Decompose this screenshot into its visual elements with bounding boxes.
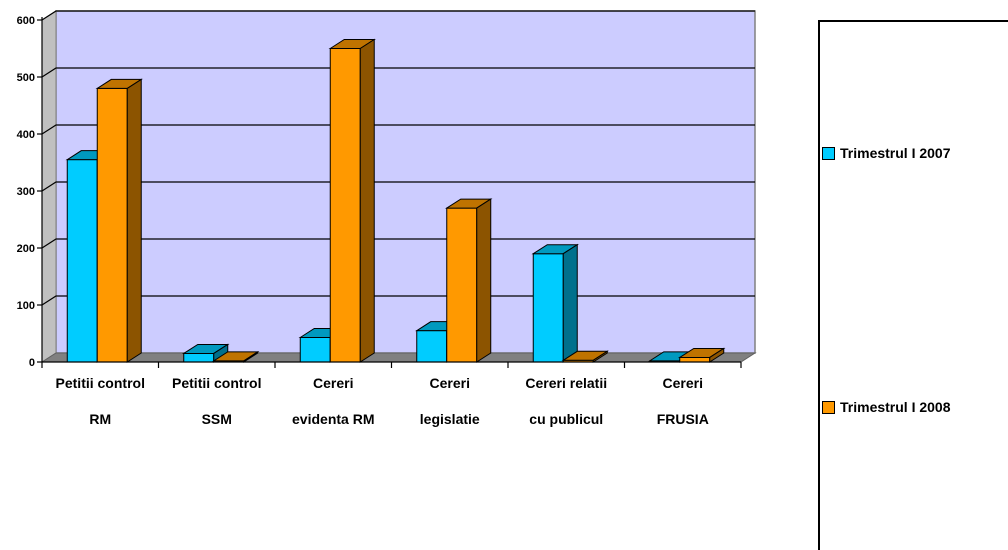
y-tick-label: 400 bbox=[17, 129, 35, 141]
x-tick-label: evidenta RM bbox=[292, 411, 374, 427]
legend-label-2007: Trimestrul I 2007 bbox=[840, 145, 951, 161]
gridline bbox=[41, 181, 755, 192]
y-tick-label: 600 bbox=[17, 15, 35, 27]
bar-1-0 bbox=[182, 343, 230, 363]
bar-front bbox=[66, 159, 98, 363]
bar-front bbox=[96, 87, 128, 363]
x-tick-label: cu publicul bbox=[529, 411, 603, 427]
legend-swatch-2007 bbox=[822, 146, 835, 160]
x-tick-label: FRUSIA bbox=[657, 411, 709, 427]
y-tick-label: 500 bbox=[17, 72, 35, 84]
bar-side bbox=[709, 347, 725, 363]
bar-front bbox=[183, 352, 215, 363]
bar-side bbox=[126, 78, 142, 363]
y-tick-label: 100 bbox=[17, 300, 35, 312]
gridlines bbox=[41, 10, 755, 306]
bar-chart: 0 100 200 300 400 500 600 Petitii control RM Peti… bbox=[17, 10, 757, 427]
legend-swatch-2008 bbox=[822, 400, 835, 414]
legend-item-2007: Trimestrul I 2007 bbox=[822, 145, 951, 161]
axis-labels: 0 100 200 300 400 500 600 Petitii control RM Peti… bbox=[17, 15, 709, 427]
bar-front bbox=[446, 207, 478, 363]
bar-front bbox=[532, 253, 564, 363]
gridline bbox=[41, 67, 755, 78]
bar-0-1 bbox=[95, 78, 143, 363]
y-tick-label: 200 bbox=[17, 243, 35, 255]
x-tick-label: Cereri bbox=[663, 375, 703, 391]
bar-front bbox=[679, 356, 711, 363]
y-tick-label: 300 bbox=[17, 186, 35, 198]
gridline bbox=[41, 10, 755, 21]
bar-4-0 bbox=[531, 243, 579, 363]
bar-3-1 bbox=[445, 198, 493, 363]
x-tick-label: RM bbox=[89, 411, 111, 427]
x-tick-label: Cereri relatii bbox=[525, 375, 607, 391]
legend-item-2008: Trimestrul I 2008 bbox=[822, 399, 951, 415]
plot-area bbox=[40, 10, 757, 363]
x-tick-label: Cereri bbox=[430, 375, 470, 391]
floor bbox=[40, 352, 757, 363]
x-tick-label: Cereri bbox=[313, 375, 353, 391]
bar-side bbox=[562, 243, 578, 363]
x-tick-label: SSM bbox=[202, 411, 232, 427]
x-tick-label: legislatie bbox=[420, 411, 480, 427]
bar-front bbox=[329, 48, 361, 363]
bar-front bbox=[299, 336, 331, 363]
gridline bbox=[41, 124, 755, 135]
y-tick-label: 0 bbox=[29, 357, 35, 369]
bar-front bbox=[416, 330, 448, 363]
gridline bbox=[41, 295, 755, 306]
bar-4-1 bbox=[561, 350, 609, 363]
axes bbox=[37, 17, 742, 368]
bar-side bbox=[476, 198, 492, 363]
gridline bbox=[41, 238, 755, 249]
legend-label-2008: Trimestrul I 2008 bbox=[840, 399, 951, 415]
x-tick-label: Petitii control bbox=[56, 375, 145, 391]
bar-series bbox=[65, 38, 726, 363]
x-tick-label: Petitii control bbox=[172, 375, 261, 391]
legend-box bbox=[818, 20, 1008, 550]
bar-side bbox=[359, 38, 375, 363]
bar-2-1 bbox=[328, 38, 376, 363]
